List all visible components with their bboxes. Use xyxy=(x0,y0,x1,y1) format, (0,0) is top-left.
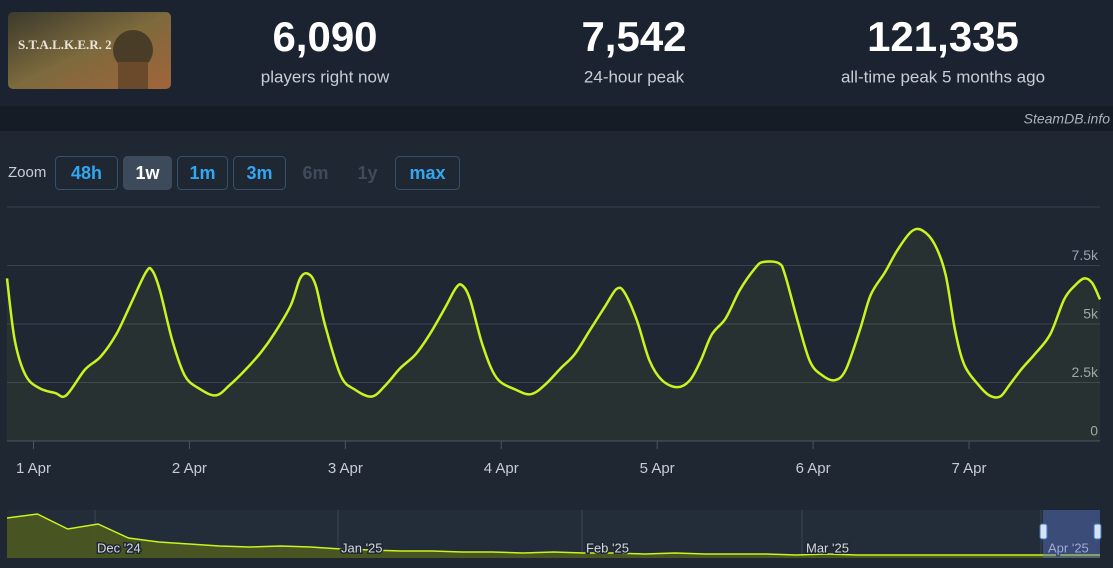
line xyxy=(5,227,1102,399)
zoom-button[interactable] xyxy=(233,156,286,190)
stat-label: players right now xyxy=(261,67,390,86)
navigator-label: Feb '25 xyxy=(586,540,629,555)
stat-value: 6,090 xyxy=(272,13,377,60)
navigator-handle[interactable] xyxy=(1039,523,1048,540)
zoom-button-label[interactable]: max xyxy=(409,163,445,183)
y-tick-label: 5k xyxy=(1083,306,1099,322)
stat-value: 121,335 xyxy=(867,13,1019,60)
zoom-button[interactable] xyxy=(55,156,118,190)
x-tick-label: 5 Apr xyxy=(640,460,675,477)
zoom-button-label[interactable]: 48h xyxy=(71,163,102,183)
zoom-button-label[interactable]: 3m xyxy=(246,163,272,183)
header-bg xyxy=(0,0,1113,106)
stats: 6,090 players right now 7,542 24-hour peak 1… xyxy=(261,13,1045,86)
zoom-button-label: 1y xyxy=(357,163,377,183)
stat-value: 7,542 xyxy=(581,13,686,60)
zoom-button-label[interactable]: 1w xyxy=(135,163,160,183)
credit-band xyxy=(0,106,1113,131)
x-tick-label: 7 Apr xyxy=(952,460,987,477)
zoom-button[interactable] xyxy=(177,156,228,190)
navigator-line xyxy=(6,513,1100,556)
navigator-label: Apr '25 xyxy=(1048,540,1089,555)
navigator: Dec '24 Jan '25 Feb '25 Mar '25 Apr '25 xyxy=(6,510,1102,558)
zoom-button-label: 6m xyxy=(302,163,328,183)
zoom-button[interactable] xyxy=(123,156,172,190)
x-tick-label: 6 Apr xyxy=(796,460,831,477)
zoom-label: Zoom xyxy=(8,164,46,181)
y-tick-label: 7.5k xyxy=(1072,247,1099,263)
navigator-label: Jan '25 xyxy=(341,540,383,555)
game-image-figure xyxy=(113,30,153,70)
y-tick-label: 2.5k xyxy=(1072,364,1099,380)
x-tick-label: 3 Apr xyxy=(328,460,363,477)
zoom-button-label[interactable]: 1m xyxy=(189,163,215,183)
navigator-handle[interactable] xyxy=(1093,523,1102,540)
x-tick-label: 2 Apr xyxy=(172,460,207,477)
area xyxy=(7,228,1100,441)
stat-label: all-time peak 5 months ago xyxy=(841,67,1045,86)
y-tick-label: 0 xyxy=(1090,423,1098,439)
navigator-label: Dec '24 xyxy=(97,540,141,555)
navigator-label: Mar '25 xyxy=(806,540,849,555)
zoom-buttons: 48h 1w 1m 3m 6m 1y max xyxy=(55,156,460,190)
navigator-selection[interactable] xyxy=(1043,510,1100,558)
game-image-figure-body xyxy=(118,62,148,89)
logo-text: S.T.A.L.K.E.R. 2 xyxy=(18,37,112,52)
stat-label: 24-hour peak xyxy=(584,67,685,86)
x-tick-label: 4 Apr xyxy=(484,460,519,477)
x-tick-label: 1 Apr xyxy=(16,460,51,477)
main-chart: 0 2.5k 5k 7.5k 1 Apr 2 Apr 3 Apr 4 Apr 5 Apr 6 Ap… xyxy=(5,206,1102,477)
zoom-button[interactable] xyxy=(395,156,460,190)
navigator-area xyxy=(7,514,1100,558)
credit: SteamDB.info xyxy=(1024,111,1111,127)
